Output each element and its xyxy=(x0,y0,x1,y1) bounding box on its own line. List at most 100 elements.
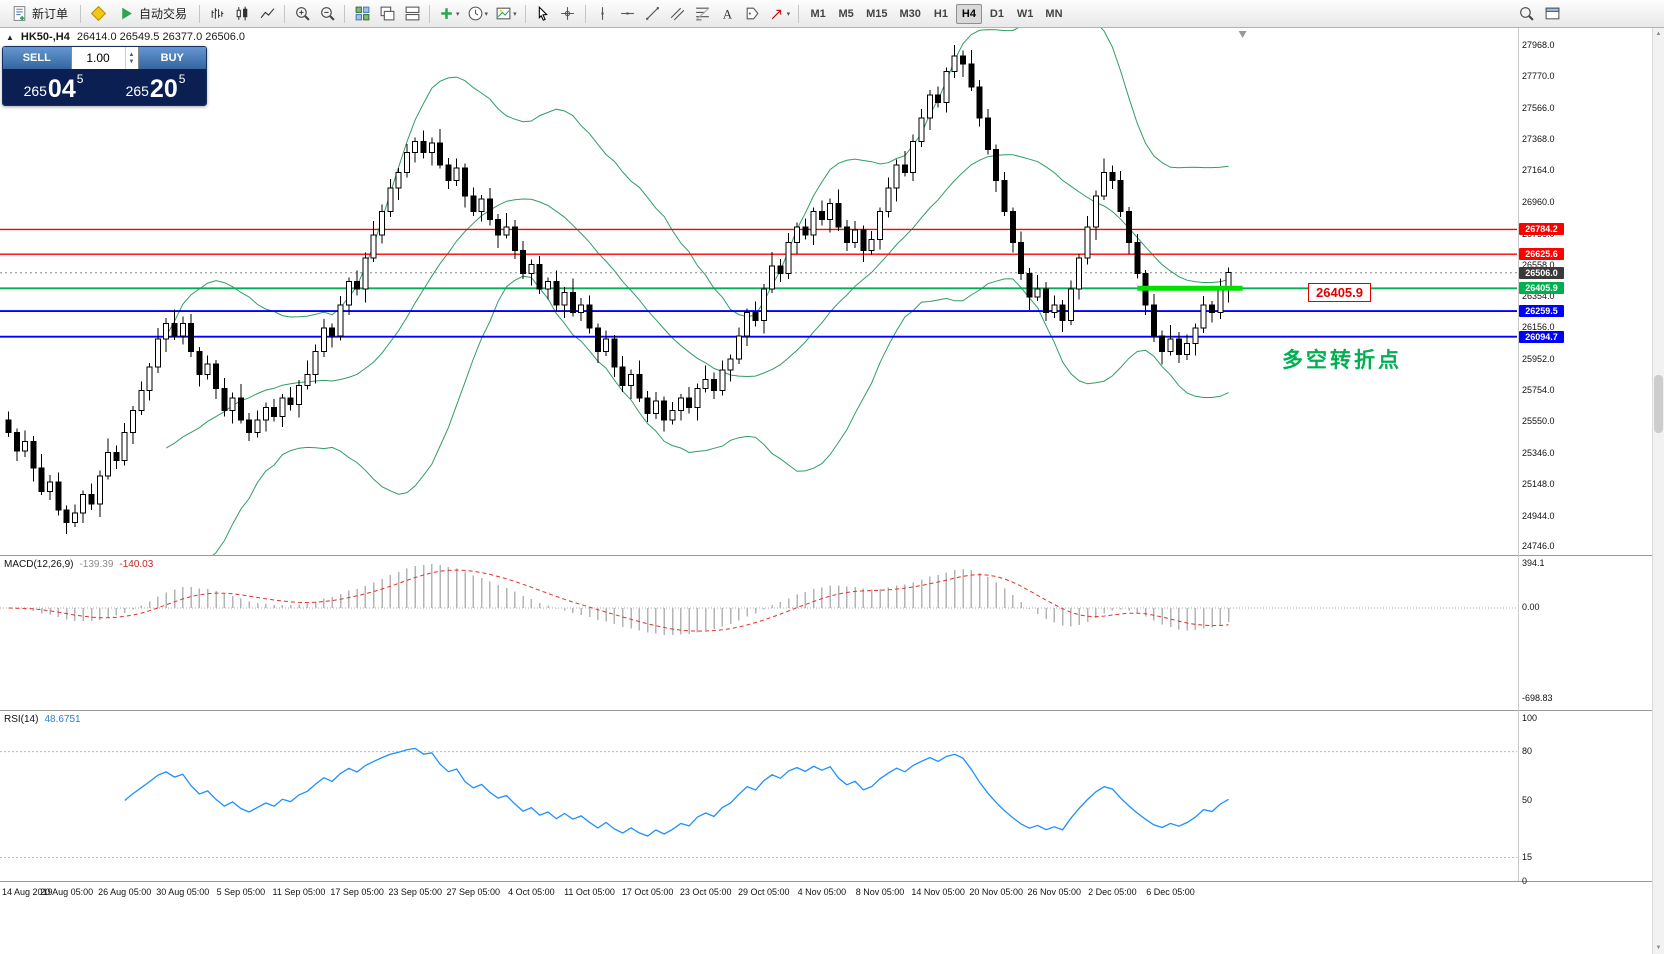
toolbar-separator xyxy=(199,4,201,23)
clock-icon xyxy=(468,6,482,21)
rsi-panel[interactable]: RSI(14) 48.6751 xyxy=(0,710,1664,881)
cascade-windows-button[interactable] xyxy=(375,3,399,25)
timeframe-w1-button[interactable]: W1 xyxy=(1016,7,1034,20)
tile-windows-icon xyxy=(355,6,369,21)
label-button[interactable] xyxy=(741,3,765,25)
arrows-button[interactable]: ▾ xyxy=(766,3,794,25)
timeframe-m5-button[interactable]: M5 xyxy=(838,7,854,20)
crosshair-button[interactable] xyxy=(556,3,580,25)
scroll-down-icon[interactable]: ▼ xyxy=(1655,945,1662,951)
zoom-in-button[interactable] xyxy=(290,3,314,25)
price-level-annotation[interactable]: 26405.9 xyxy=(1308,283,1371,302)
search-button[interactable] xyxy=(1514,3,1538,25)
time-axis[interactable]: 14 Aug 2019 20 Aug 05:00 26 Aug 05:00 30 Au… xyxy=(0,881,1664,954)
price-axis-label: 25148.0 xyxy=(1522,478,1555,489)
cursor-button[interactable] xyxy=(531,3,555,25)
price-badge: 26405.9 xyxy=(1519,282,1564,295)
sell-price[interactable]: 265 04 5 xyxy=(3,69,104,105)
buy-price[interactable]: 265 20 5 xyxy=(105,69,206,105)
autotrading-label: 自动交易 xyxy=(139,7,188,21)
time-axis-label: 29 Oct 05:00 xyxy=(738,887,790,897)
metaeditor-button[interactable] xyxy=(86,3,110,25)
price-axis-label: 26354.0 xyxy=(1522,291,1555,302)
rsi-axis-label: 15 xyxy=(1522,851,1533,862)
line-chart-button[interactable] xyxy=(255,3,279,25)
timeframe-d1-button[interactable]: D1 xyxy=(989,7,1004,20)
time-axis-label: 2 Dec 05:00 xyxy=(1088,887,1137,897)
timeframe-m1-button[interactable]: M1 xyxy=(810,7,826,20)
macd-axis-label: -698.83 xyxy=(1522,693,1553,703)
sell-button[interactable]: SELL xyxy=(3,47,71,69)
time-axis-label: 8 Nov 05:00 xyxy=(855,887,905,897)
one-click-trading-panel: SELL 1.00 ▲ ▼ BUY 265 04 5 265 xyxy=(2,46,207,106)
axis-separator xyxy=(1518,28,1519,881)
macd-chart[interactable] xyxy=(0,556,1519,710)
price-badge: 26259.5 xyxy=(1519,305,1564,318)
main-chart[interactable] xyxy=(0,28,1519,555)
buy-price-pip: 5 xyxy=(178,72,186,86)
scroll-up-icon[interactable]: ▲ xyxy=(1655,31,1662,37)
volume-spin-buttons[interactable]: ▲ ▼ xyxy=(124,47,138,69)
vertical-line-button[interactable] xyxy=(591,3,615,25)
label-tag-icon xyxy=(746,7,759,20)
one-click-collapse-icon[interactable]: ▲ xyxy=(6,32,14,42)
buy-button[interactable]: BUY xyxy=(138,47,206,69)
timeframe-m15-button[interactable]: M15 xyxy=(866,7,888,20)
autotrading-button[interactable]: 自动交易 xyxy=(111,3,194,25)
macd-signal-line xyxy=(8,569,1229,632)
new-order-button[interactable]: 新订单 xyxy=(4,3,75,25)
rsi-axis-label: 80 xyxy=(1522,745,1533,756)
periods-button[interactable]: ▾ xyxy=(464,3,492,25)
toolbar-separator xyxy=(429,4,431,23)
rsi-value: 48.6751 xyxy=(44,714,81,725)
time-axis-label: 11 Oct 05:00 xyxy=(564,887,615,897)
time-axis-label: 17 Sep 05:00 xyxy=(330,887,384,897)
arrow-tool-icon xyxy=(771,9,781,20)
price-badge: 26625.6 xyxy=(1519,248,1564,261)
rsi-chart[interactable] xyxy=(0,711,1519,881)
main-chart-panel[interactable]: ▲ HK50-,H4 26414.0 26549.5 26377.0 26506… xyxy=(0,28,1664,555)
candlestick-chart-button[interactable] xyxy=(230,3,254,25)
price-badge: 26094.7 xyxy=(1519,330,1564,343)
text-button[interactable]: A xyxy=(716,3,740,25)
chart-ohlc-values: 26414.0 26549.5 26377.0 26506.0 xyxy=(76,31,246,43)
indicators-button[interactable]: ▾ xyxy=(435,3,463,25)
tile-windows-button[interactable] xyxy=(350,3,374,25)
fibonacci-button[interactable] xyxy=(691,3,715,25)
scrollbar-thumb[interactable] xyxy=(1654,375,1663,433)
macd-panel[interactable]: MACD(12,26,9) -139.39 -140.03 xyxy=(0,555,1664,710)
time-axis-label: 4 Nov 05:00 xyxy=(797,887,847,897)
timeframe-mn-button[interactable]: MN xyxy=(1045,7,1063,20)
timeframe-group: M1 M5 M15 M30 H1 H4 D1 W1 MN xyxy=(804,3,1068,24)
metaeditor-icon xyxy=(90,5,106,22)
timeframe-h4-button[interactable]: H4 xyxy=(955,3,982,24)
svg-text:A: A xyxy=(723,7,733,21)
macd-axis-label: 394.1 xyxy=(1522,558,1545,568)
price-axis-label: 25550.0 xyxy=(1522,416,1555,427)
channel-button[interactable] xyxy=(666,3,690,25)
search-icon xyxy=(1519,7,1534,21)
spin-up-icon[interactable]: ▲ xyxy=(128,51,135,58)
arrange-windows-button[interactable] xyxy=(400,3,424,25)
price-badge: 26784.2 xyxy=(1519,223,1564,236)
horizontal-line-button[interactable] xyxy=(616,3,640,25)
price-axis[interactable]: 27968.0 27770.0 27566.0 27368.0 27164.0 26960… xyxy=(1519,28,1566,954)
spin-down-icon[interactable]: ▼ xyxy=(128,58,135,65)
timeframe-m30-button[interactable]: M30 xyxy=(899,7,921,20)
zoom-out-button[interactable] xyxy=(315,3,339,25)
vertical-scrollbar[interactable]: ▲ ▼ xyxy=(1652,28,1664,954)
crosshair-icon xyxy=(561,7,574,20)
volume-value[interactable]: 1.00 xyxy=(86,51,110,65)
turning-point-annotation[interactable]: 多空转折点 xyxy=(1282,348,1402,372)
trendline-button[interactable] xyxy=(641,3,665,25)
price-axis-label: 27968.0 xyxy=(1522,40,1555,51)
bar-chart-button[interactable] xyxy=(205,3,229,25)
templates-button[interactable]: ▾ xyxy=(492,3,520,25)
volume-stepper[interactable]: 1.00 ▲ ▼ xyxy=(70,47,139,69)
new-chart-window-button[interactable] xyxy=(1540,3,1564,25)
candlestick-chart-icon xyxy=(236,6,247,21)
time-axis-label: 23 Oct 05:00 xyxy=(679,887,732,897)
time-axis-label: 26 Aug 05:00 xyxy=(98,887,152,897)
macd-signal-value: -140.03 xyxy=(119,559,154,570)
timeframe-h1-button[interactable]: H1 xyxy=(933,7,948,20)
